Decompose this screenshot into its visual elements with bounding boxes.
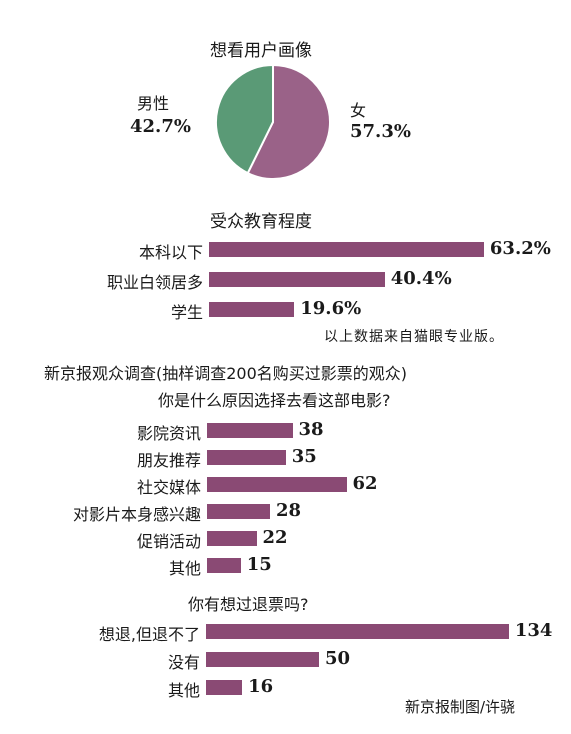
bar-value-label: 19.6% — [300, 298, 362, 319]
bar — [206, 652, 319, 667]
pie-slice-female — [246, 63, 331, 180]
bar-value-label: 63.2% — [489, 238, 551, 259]
credit-note: 新京报制图/许骁 — [405, 698, 516, 716]
pie-title: 想看用户画像 — [210, 41, 312, 61]
bar — [209, 302, 295, 317]
bar-value-label: 35 — [291, 446, 317, 467]
pie-label-male: 男性 — [137, 94, 170, 113]
bar-category-label: 其他 — [168, 559, 201, 578]
bar-value-label: 16 — [248, 676, 274, 697]
bar-category-label: 想退,但退不了 — [98, 625, 200, 644]
bar — [209, 272, 385, 287]
bar — [207, 558, 241, 573]
bar-value-label: 15 — [246, 554, 272, 575]
pie-label-female: 女 — [350, 101, 367, 120]
bar-value-label: 134 — [514, 620, 553, 641]
bar-category-label: 本科以下 — [138, 243, 203, 262]
bar-value-label: 50 — [325, 648, 351, 669]
bar-value-label: 22 — [262, 527, 288, 548]
bar — [207, 450, 286, 465]
bar-value-label: 38 — [298, 419, 324, 440]
pie-slice-male — [215, 63, 274, 175]
maoyan-source-note: 以上数据来自猫眼专业版。 — [324, 329, 504, 345]
education-title: 受众教育程度 — [210, 212, 312, 232]
bar-category-label: 对影片本身感兴趣 — [72, 505, 201, 524]
pie-value-male: 42.7% — [130, 116, 191, 137]
survey-header: 新京报观众调查(抽样调查200名购买过影票的观众) — [44, 364, 408, 383]
bar-category-label: 没有 — [167, 653, 200, 672]
bar-value-label: 28 — [276, 500, 302, 521]
bar-category-label: 社交媒体 — [136, 478, 201, 497]
bar — [206, 624, 509, 639]
bar — [207, 504, 270, 519]
pie-value-female: 57.3% — [350, 121, 411, 142]
bar-category-label: 其他 — [167, 681, 200, 700]
bar-value-label: 40.4% — [390, 268, 452, 289]
bar-category-label: 学生 — [170, 303, 203, 322]
bar — [207, 477, 347, 492]
bar-category-label: 影院资讯 — [136, 424, 201, 443]
refund-title: 你有想过退票吗? — [188, 595, 309, 614]
bar — [209, 242, 484, 257]
bar-category-label: 职业白领居多 — [106, 273, 203, 292]
bar-category-label: 朋友推荐 — [136, 451, 201, 470]
bar-category-label: 促销活动 — [136, 532, 201, 551]
gender-pie-chart — [215, 63, 331, 180]
reason-title: 你是什么原因选择去看这部电影? — [158, 391, 391, 410]
bar — [206, 680, 243, 695]
bar — [207, 423, 293, 438]
bar — [207, 531, 257, 546]
bar-value-label: 62 — [352, 473, 378, 494]
